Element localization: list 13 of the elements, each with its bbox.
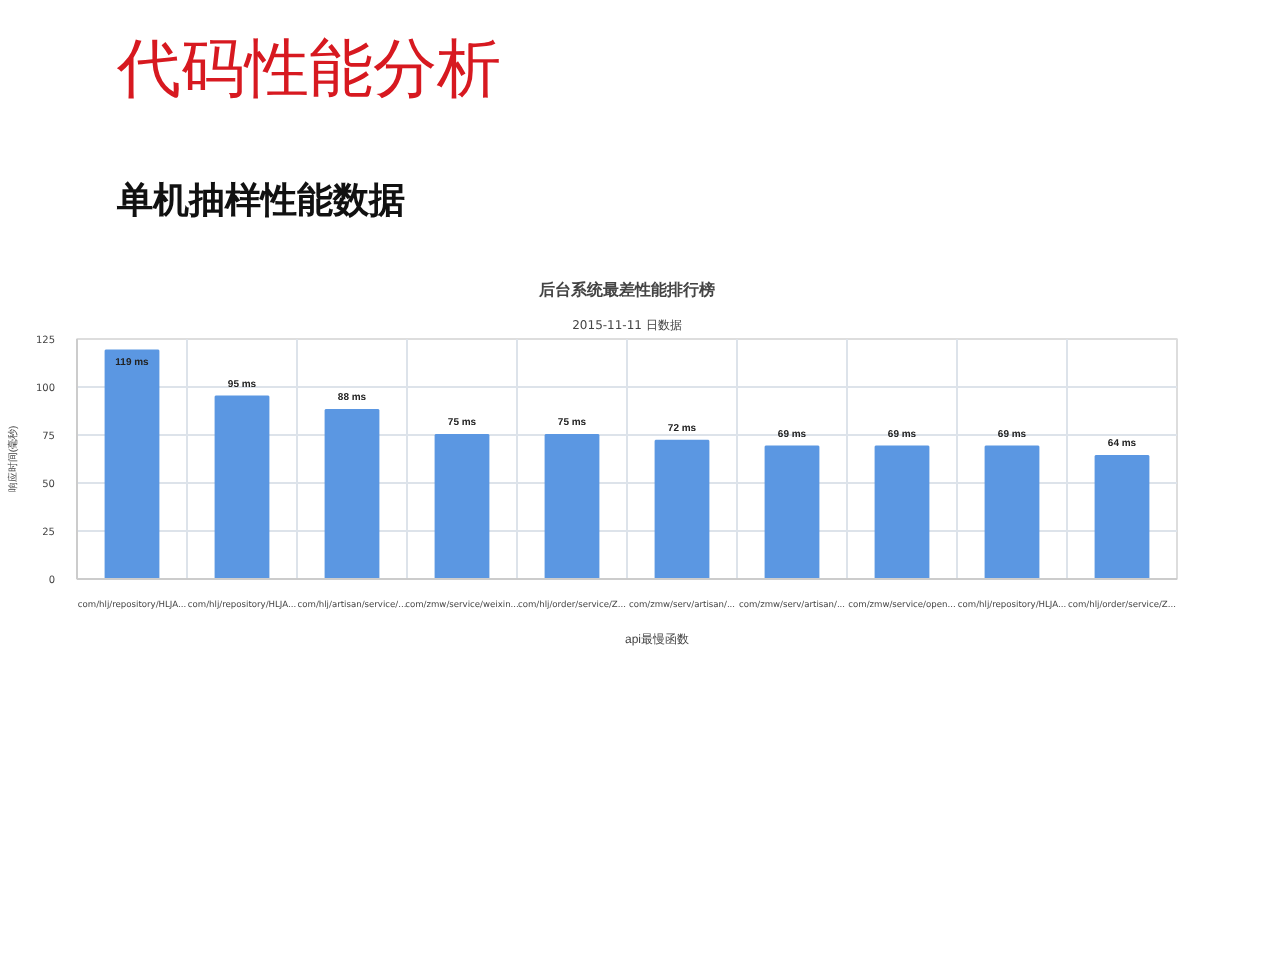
- bar: [214, 395, 270, 579]
- bar: [104, 349, 160, 579]
- text: 代码性能分析: [115, 30, 501, 106]
- bar: [434, 434, 490, 579]
- text: 单机抽样性能数据: [115, 180, 405, 222]
- bar: [1094, 455, 1150, 579]
- chart-title: 后台系统最差性能排行榜: [537, 281, 715, 299]
- bar: [764, 445, 820, 579]
- bar: [654, 439, 710, 579]
- bar: [984, 445, 1040, 579]
- bar: [324, 409, 380, 579]
- bar: [874, 445, 930, 579]
- bar: [544, 434, 600, 579]
